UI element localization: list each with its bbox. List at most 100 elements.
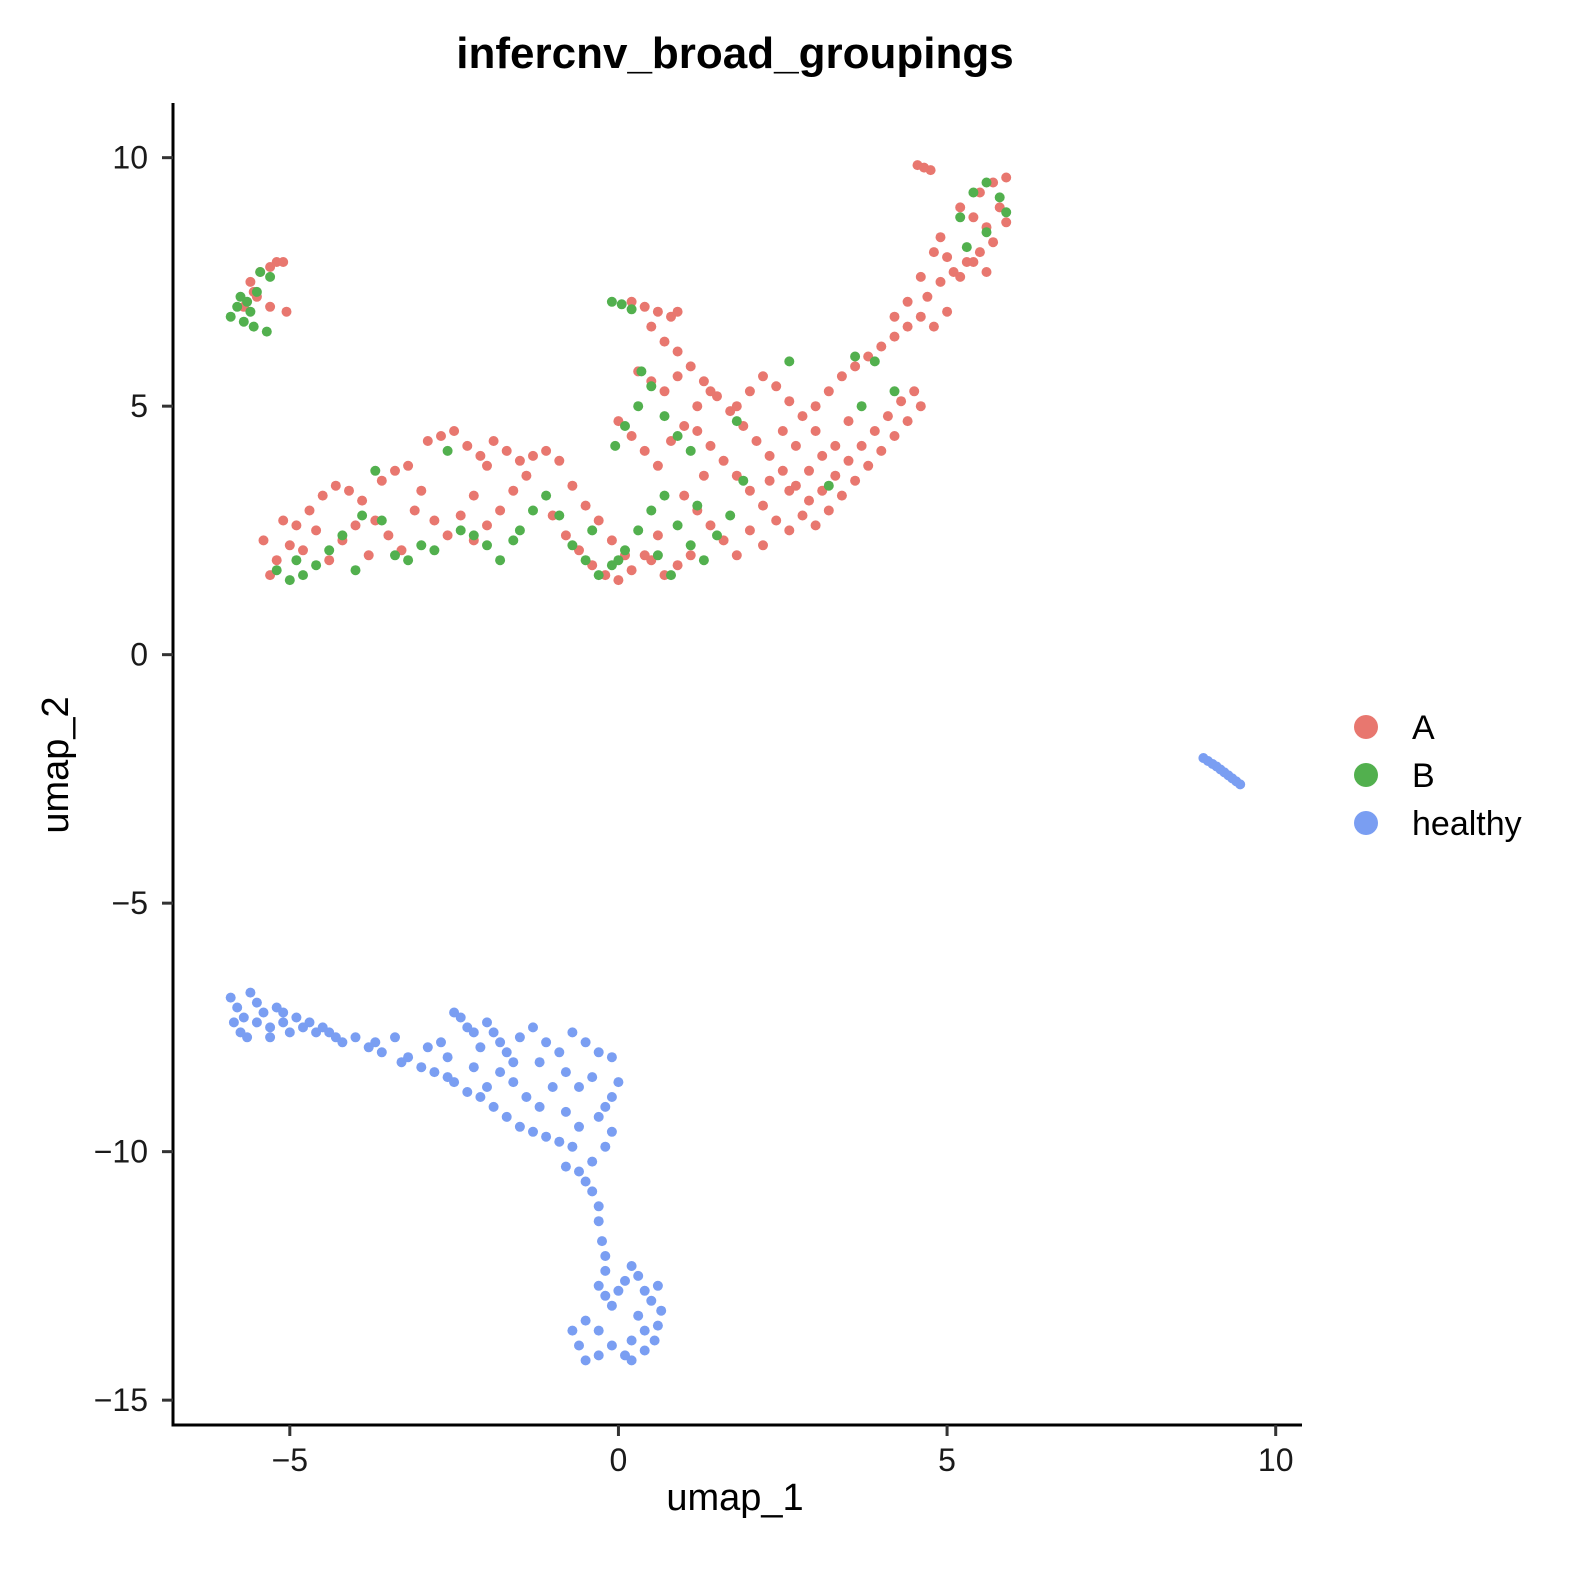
point-healthy-103 bbox=[560, 1067, 571, 1078]
point-B-51 bbox=[610, 440, 621, 451]
point-A-160 bbox=[902, 296, 913, 307]
point-A-136 bbox=[922, 291, 933, 302]
point-A-54 bbox=[324, 555, 335, 566]
point-healthy-42 bbox=[475, 1092, 486, 1102]
point-B-47 bbox=[636, 366, 647, 377]
x-axis-label: umap_1 bbox=[666, 1477, 803, 1519]
x-tick-label: −5 bbox=[272, 1442, 308, 1478]
point-B-27 bbox=[528, 505, 538, 516]
point-healthy-104 bbox=[574, 1082, 584, 1092]
point-A-56 bbox=[350, 520, 361, 531]
point-A-169 bbox=[705, 386, 716, 397]
point-B-49 bbox=[633, 401, 644, 412]
point-A-170 bbox=[567, 480, 578, 491]
point-A-121 bbox=[758, 371, 768, 382]
y-axis-label: umap_2 bbox=[35, 696, 77, 833]
point-healthy-62 bbox=[606, 1126, 617, 1137]
point-healthy-0 bbox=[225, 992, 236, 1003]
legend-label-B: B bbox=[1412, 757, 1435, 795]
point-B-77 bbox=[666, 570, 676, 581]
point-healthy-119 bbox=[574, 1121, 584, 1132]
point-healthy-72 bbox=[600, 1251, 611, 1261]
point-A-23 bbox=[403, 460, 414, 471]
point-A-26 bbox=[442, 530, 453, 541]
point-A-106 bbox=[771, 515, 782, 526]
point-healthy-88 bbox=[626, 1335, 637, 1346]
point-healthy-64 bbox=[587, 1156, 598, 1167]
point-healthy-2 bbox=[238, 1012, 249, 1023]
point-healthy-65 bbox=[574, 1166, 584, 1177]
point-A-84 bbox=[843, 455, 854, 466]
point-B-35 bbox=[633, 525, 644, 536]
point-healthy-27 bbox=[429, 1067, 440, 1078]
point-A-67 bbox=[672, 346, 683, 357]
point-A-108 bbox=[679, 490, 690, 501]
point-A-182 bbox=[790, 440, 801, 451]
point-B-73 bbox=[376, 515, 387, 526]
point-healthy-67 bbox=[580, 1176, 591, 1187]
point-A-37 bbox=[514, 455, 525, 466]
point-B-18 bbox=[390, 550, 400, 561]
x-axis-ticks: −5 0 5 10 bbox=[272, 1425, 1294, 1478]
point-healthy-108 bbox=[482, 1082, 492, 1092]
point-healthy-17 bbox=[337, 1037, 348, 1048]
point-A-186 bbox=[817, 450, 828, 461]
point-healthy-45 bbox=[514, 1121, 525, 1132]
point-healthy-39 bbox=[508, 1057, 519, 1068]
point-A-101 bbox=[705, 440, 716, 451]
point-healthy-80 bbox=[633, 1270, 644, 1281]
point-A-113 bbox=[744, 525, 755, 536]
point-A-128 bbox=[850, 361, 861, 372]
point-A-154 bbox=[942, 252, 953, 263]
point-A-19 bbox=[383, 530, 394, 541]
point-B-39 bbox=[685, 540, 696, 551]
point-A-66 bbox=[659, 336, 670, 347]
point-healthy-94 bbox=[567, 1325, 578, 1336]
point-A-91 bbox=[902, 416, 913, 427]
point-healthy-98 bbox=[639, 1325, 650, 1336]
point-A-95 bbox=[850, 475, 861, 486]
point-A-52 bbox=[298, 545, 308, 556]
point-A-173 bbox=[606, 535, 617, 546]
point-A-175 bbox=[521, 470, 532, 481]
point-healthy-54 bbox=[567, 1027, 578, 1038]
point-healthy-117 bbox=[534, 1057, 545, 1068]
point-A-64 bbox=[672, 306, 683, 317]
point-healthy-41 bbox=[462, 1087, 473, 1097]
point-healthy-86 bbox=[649, 1335, 660, 1346]
point-A-189 bbox=[764, 475, 775, 486]
point-A-35 bbox=[488, 436, 499, 446]
point-A-15 bbox=[330, 480, 341, 491]
point-A-50 bbox=[258, 535, 269, 546]
point-A-79 bbox=[777, 465, 788, 476]
point-B-21 bbox=[429, 545, 440, 556]
y-tick-label: −10 bbox=[94, 1134, 148, 1170]
point-healthy-60 bbox=[600, 1101, 611, 1112]
point-B-69 bbox=[652, 550, 663, 561]
point-healthy-113 bbox=[370, 1037, 381, 1048]
point-A-87 bbox=[882, 411, 893, 422]
point-B-9 bbox=[265, 271, 276, 282]
point-A-53 bbox=[311, 525, 322, 536]
point-healthy-81 bbox=[639, 1285, 650, 1296]
point-healthy-53 bbox=[554, 1047, 565, 1058]
point-healthy-118 bbox=[560, 1106, 571, 1117]
point-healthy-58 bbox=[613, 1077, 624, 1088]
point-A-164 bbox=[639, 445, 650, 456]
point-A-61 bbox=[639, 301, 650, 312]
point-healthy-35 bbox=[482, 1017, 492, 1028]
point-healthy-112 bbox=[278, 1007, 289, 1018]
point-B-75 bbox=[291, 555, 302, 566]
point-B-53 bbox=[672, 431, 683, 441]
point-B-55 bbox=[731, 416, 742, 427]
point-healthy-105 bbox=[587, 1072, 598, 1083]
point-A-184 bbox=[830, 440, 841, 451]
point-A-73 bbox=[698, 376, 709, 387]
point-A-105 bbox=[758, 500, 768, 511]
point-A-124 bbox=[797, 411, 808, 422]
chart-title: infercnv_broad_groupings bbox=[456, 29, 1013, 78]
point-healthy-75 bbox=[600, 1290, 611, 1301]
point-healthy-100 bbox=[521, 1092, 532, 1102]
point-B-72 bbox=[455, 525, 466, 536]
